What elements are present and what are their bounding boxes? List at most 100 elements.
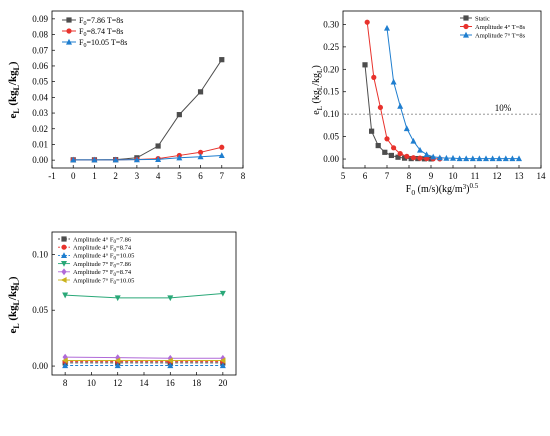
y-tick-label: 0.05 <box>32 305 48 315</box>
data-point <box>70 156 77 163</box>
legend-part: =10.05 <box>116 277 134 284</box>
legend-part: F <box>79 27 84 36</box>
x-tick-label: 3 <box>135 171 140 181</box>
data-point <box>114 362 121 369</box>
ylabel-part: e <box>7 114 19 119</box>
ylabel-part: L <box>316 69 324 73</box>
legend-part: Amplitude 4° F <box>73 253 114 260</box>
legend-label: Amplitude 4° F0=10.05 <box>73 253 134 262</box>
data-point <box>402 155 408 161</box>
legend-marker <box>61 261 67 267</box>
legend-part: =7.86 T=8s <box>86 16 123 25</box>
legend-part: Amplitude 7° F <box>73 277 114 284</box>
data-point <box>450 154 456 161</box>
data-point <box>218 152 225 159</box>
data-point <box>516 155 522 162</box>
legend-part: 0 <box>114 248 117 253</box>
data-point <box>133 156 140 163</box>
y-axis-title-text: eL (kgL/kgL) <box>311 65 324 115</box>
data-point <box>176 112 182 118</box>
legend-part: 0 <box>114 240 117 245</box>
data-point <box>410 155 416 161</box>
legend-label: Amplitude 7° F0=10.05 <box>73 277 134 286</box>
data-point <box>384 24 390 31</box>
xlabel-part: F <box>406 184 412 195</box>
y-tick-label: 0.06 <box>32 61 48 71</box>
x-tick-label: 12 <box>493 171 502 181</box>
y-tick-label: 0.01 <box>32 139 48 149</box>
x-tick-label: 4 <box>156 171 161 181</box>
ylabel-part: L <box>12 280 21 285</box>
data-point <box>62 292 69 299</box>
y-tick-label: 0.05 <box>323 132 339 142</box>
legend-marker <box>66 17 72 23</box>
data-point <box>167 354 173 362</box>
y-axis-title: eL (kgL/kgL) <box>7 276 21 333</box>
data-point <box>371 74 377 80</box>
legend-part: =8.74 <box>116 245 132 252</box>
data-point <box>369 128 375 134</box>
legend-marker <box>66 38 72 45</box>
x-tick-label: 20 <box>218 378 228 388</box>
y-tick-label: 0.03 <box>32 108 48 118</box>
y-tick-label: 0.20 <box>323 64 339 74</box>
data-point <box>489 155 496 162</box>
x-tick-label: 7 <box>220 171 225 181</box>
ylabel-part: L <box>12 300 21 305</box>
data-point <box>390 78 397 85</box>
y-axis-title-text: eL (kgL/kgL) <box>7 61 21 118</box>
data-point <box>155 143 161 149</box>
data-point <box>167 295 174 302</box>
x-tick-label: 14 <box>537 171 547 181</box>
ylabel-part: /kg <box>7 70 19 86</box>
xlabel-part: 0 <box>411 188 415 197</box>
legend-part: 0 <box>114 257 117 262</box>
x-tick-label: 11 <box>471 171 480 181</box>
y-axis-title: eL (kgL/kgL) <box>311 65 324 115</box>
ylabel-part: /kg <box>311 73 322 86</box>
data-point <box>197 89 204 95</box>
x-tick-label: 2 <box>113 171 118 181</box>
x-tick-label: 9 <box>429 171 434 181</box>
panel-b: 5 6 7 8 9 10 11 12 13 14 0.00 0.05 0.10 0.15 0.20 0.25 0… <box>311 10 547 197</box>
legend-part: F <box>79 38 84 47</box>
data-point <box>375 142 381 149</box>
legend-part: =10.05 <box>116 253 134 260</box>
y-axis-title-text: eL (kgL/kgL) <box>7 276 21 333</box>
data-point <box>382 149 388 155</box>
y-tick-label: 0.00 <box>32 361 48 371</box>
legend-marker <box>61 252 67 258</box>
data-point <box>436 154 443 161</box>
x-tick-label: 6 <box>363 171 368 181</box>
data-point <box>430 153 437 160</box>
x-axis-title: F0 (m/s)(kg/m3)0.5 <box>406 182 479 197</box>
series-line <box>65 356 223 359</box>
data-point <box>61 357 68 364</box>
data-point <box>391 145 397 151</box>
data-point <box>155 156 162 162</box>
legend-part: 0 <box>114 265 117 270</box>
legend-label: Amplitude 7° F0=8.74 <box>73 269 132 278</box>
series-line <box>386 27 519 160</box>
ylabel-part: ) <box>311 65 322 68</box>
plot-frame <box>342 10 542 169</box>
data-point <box>62 353 68 361</box>
x-tick-label: 13 <box>515 171 525 181</box>
legend-marker <box>61 236 67 242</box>
legend-label: Amplitude 4° T=8s <box>475 24 526 31</box>
data-point <box>176 154 183 161</box>
legend-part: =8.74 <box>116 269 132 276</box>
legend-part: Amplitude 7° F <box>73 261 114 268</box>
x-tick-label: 12 <box>113 378 122 388</box>
data-point <box>197 149 204 155</box>
data-point <box>404 153 410 159</box>
y-tick-label: 0.02 <box>32 124 48 134</box>
data-point <box>443 154 450 161</box>
series-line <box>366 22 440 160</box>
ylabel-part: (kg <box>311 90 322 106</box>
legend-label: F0=10.05 T=8s <box>79 38 127 49</box>
legend-label: F0=8.74 T=8s <box>79 27 123 38</box>
series-line <box>65 292 223 299</box>
x-tick-label: 8 <box>63 378 68 388</box>
